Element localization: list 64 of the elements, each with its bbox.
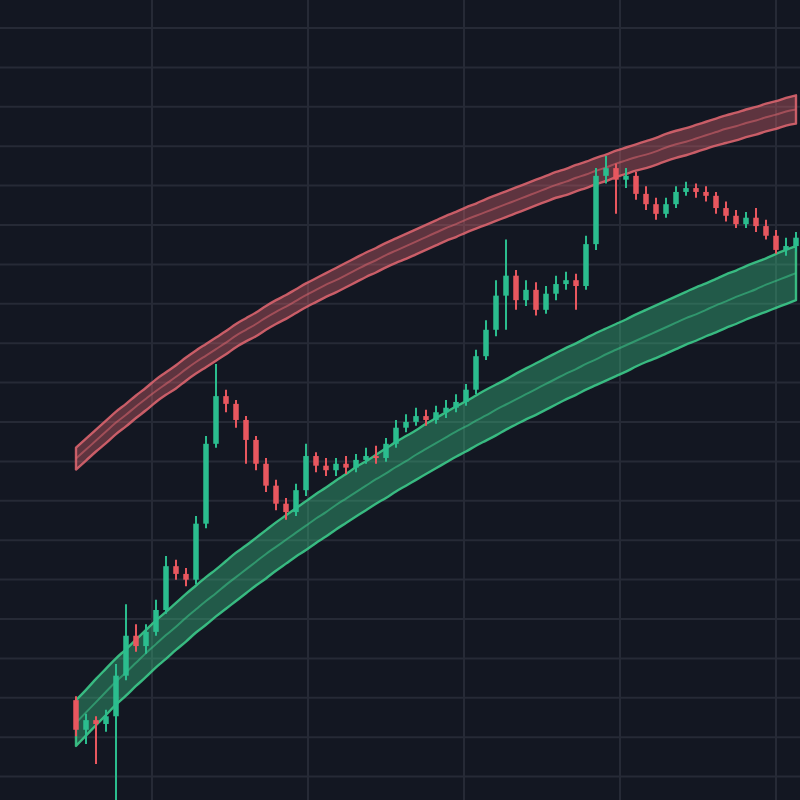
candlestick <box>243 415 249 465</box>
candlestick <box>473 348 479 396</box>
candlestick <box>793 230 799 253</box>
candlestick <box>653 196 659 221</box>
candlestick <box>293 482 299 517</box>
candlestick <box>133 623 139 653</box>
candlestick <box>113 663 119 800</box>
candlestick <box>253 435 259 472</box>
candlestick <box>553 274 559 302</box>
candlestick <box>733 208 739 230</box>
candlestick <box>323 456 329 478</box>
candlestick <box>543 284 549 315</box>
candlestick <box>263 456 269 494</box>
candlestick <box>623 167 629 190</box>
candlestick <box>443 399 449 420</box>
candlestick <box>93 715 99 765</box>
candlestick <box>373 444 379 465</box>
candlestick <box>213 362 219 449</box>
candlestick <box>143 623 149 655</box>
candlestick <box>583 234 589 291</box>
candlestick <box>563 270 569 291</box>
candlestick <box>313 451 319 474</box>
candlestick <box>163 554 169 615</box>
candlestick <box>223 388 229 414</box>
candlestick <box>673 185 679 210</box>
candlestick <box>433 404 439 425</box>
candlestick <box>603 154 609 185</box>
candlestick <box>283 496 289 521</box>
candlestick <box>663 196 669 219</box>
candlestick <box>773 228 779 255</box>
candlestick <box>463 382 469 407</box>
candlestick <box>173 558 179 581</box>
candlestick <box>393 418 399 449</box>
candlestick <box>333 456 339 478</box>
candlestick <box>483 319 489 362</box>
candlestick <box>723 200 729 223</box>
candlestick <box>403 413 409 434</box>
candlestick <box>273 478 279 512</box>
candlestick <box>783 236 789 257</box>
candlestick <box>123 603 129 682</box>
candlestick <box>383 437 389 463</box>
candlestick <box>303 442 309 497</box>
candlestick <box>153 598 159 637</box>
candlestick <box>353 453 359 474</box>
candlestick <box>73 695 79 738</box>
candlestick <box>713 190 719 215</box>
candlestick <box>103 708 109 733</box>
candlestick <box>343 455 349 476</box>
candlestick <box>753 207 759 233</box>
candlestick <box>183 567 189 588</box>
candlestick <box>83 712 89 745</box>
candlestick <box>533 281 539 317</box>
candlestick <box>573 272 579 311</box>
candlestick <box>523 279 529 307</box>
candlestick <box>763 218 769 241</box>
candlestick <box>613 162 619 215</box>
candlestick <box>413 406 419 427</box>
candlestick <box>513 268 519 311</box>
candlestick <box>503 238 509 331</box>
candlestick <box>233 399 239 429</box>
candlestick <box>633 170 639 201</box>
candlestick <box>493 279 499 338</box>
candlestick <box>643 185 649 211</box>
candlestick <box>453 393 459 414</box>
